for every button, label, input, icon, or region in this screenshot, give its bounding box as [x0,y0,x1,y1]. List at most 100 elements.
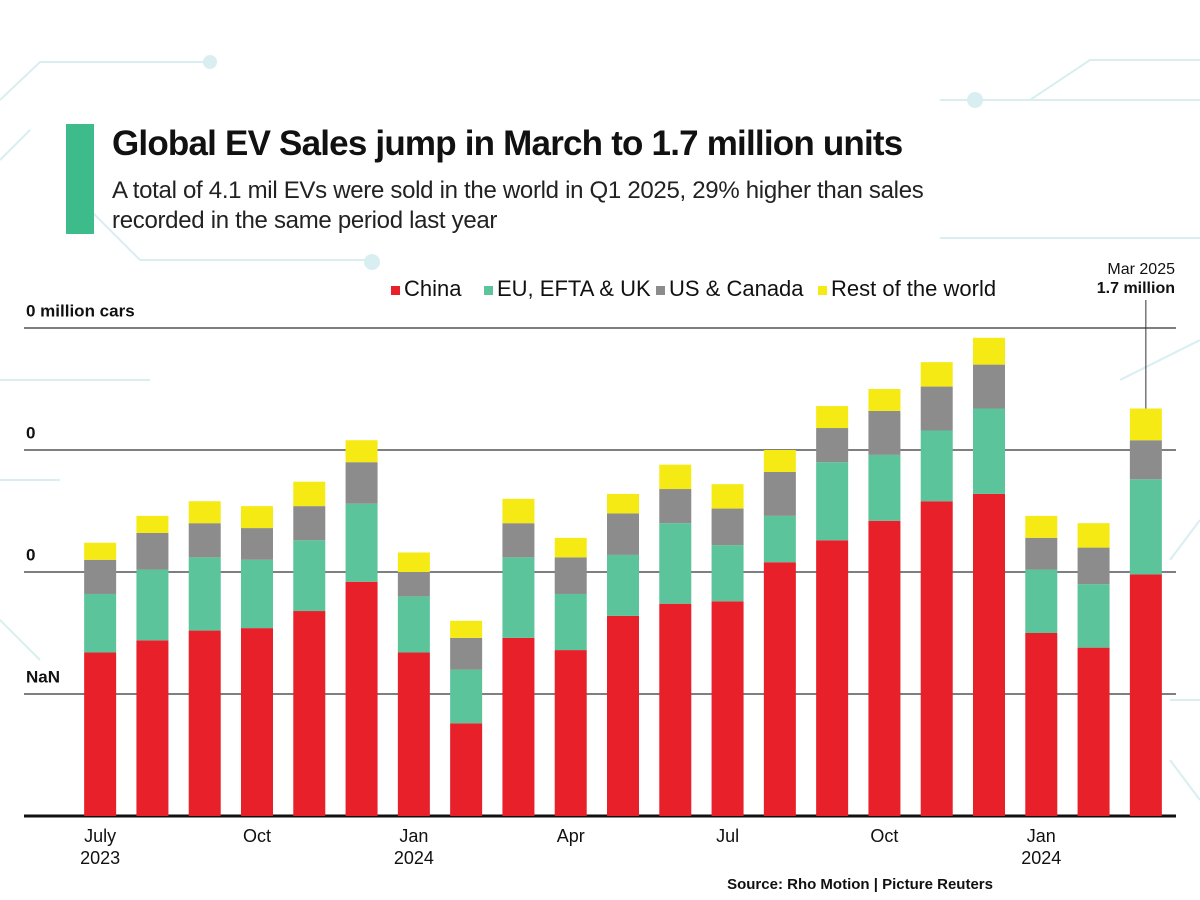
bar-segment [1025,515,1058,538]
bar-segment [241,559,273,629]
legend-label: EU, EFTA & UK [497,276,651,301]
bar-segment [293,611,326,816]
x-tick-year: 2024 [394,848,434,868]
bar-segment [868,389,901,411]
bar-segment [868,520,901,816]
bar-segment [345,581,378,816]
bar-segment [1025,633,1058,816]
bar-segment [1025,537,1058,570]
bar-segment [84,652,117,816]
bar-segment [1077,547,1110,585]
bar-segment [345,503,378,582]
legend-swatch [391,286,400,295]
bar-segment [1077,523,1110,548]
bar-segment [920,362,953,387]
bar-segment [607,513,639,555]
legend-swatch [818,286,827,295]
y-tick-label: 0 million cars [26,301,135,320]
x-tick-year: 2024 [1021,848,1061,868]
bar-segment [293,481,326,507]
bar-segment [345,440,378,463]
bar-segment [973,493,1005,816]
legend-swatch [656,286,665,295]
bar-segment [659,603,692,816]
x-tick-label: Jan [399,826,428,846]
bar-segment [763,450,796,472]
bar-segment [397,552,430,572]
bar-segment [973,364,1005,409]
bar-segment [920,501,953,816]
bar-segment [920,430,953,502]
bar-segment [397,572,430,597]
bar-segment [1129,408,1162,441]
bar-segment [84,542,117,560]
annotation-text: 1.7 million [1097,280,1175,297]
bar-segment [816,462,849,541]
bar-segment [711,484,744,509]
legend-swatch [484,286,493,295]
legend-label: China [404,276,462,301]
y-tick-label: 0 [26,545,35,564]
bar-segment [188,523,221,558]
bar-segment [554,650,587,816]
bar-segment [1129,440,1162,480]
bar-segment [136,515,169,533]
bar-segment [241,506,273,529]
bar-segment [973,337,1005,365]
bar-segment [241,528,273,560]
bar-segment [397,652,430,816]
bar-segment [816,428,849,463]
bar-segment [816,406,849,429]
bar-segment [868,454,901,521]
bar-segment [345,462,378,504]
bar-segment [502,557,535,638]
bar-segment [607,554,639,616]
annotation-label: Mar 2025 [1107,261,1175,278]
x-tick-label: Apr [557,826,585,846]
bar-segment [136,532,169,570]
bar-segment [293,540,326,612]
bar-segment [763,471,796,516]
bar-segment [136,569,169,641]
bar-segment [554,537,587,558]
x-tick-label: Oct [870,826,898,846]
x-tick-label: Jul [716,826,739,846]
chart-subtitle: A total of 4.1 mil EVs were sold in the … [112,177,924,234]
x-tick-label: Oct [243,826,271,846]
bar-segment [816,540,849,816]
bar-segment [607,615,639,816]
bar-segment [136,640,169,816]
x-tick-label: Jan [1027,826,1056,846]
bar-segment [450,620,483,638]
legend-label: US & Canada [669,276,804,301]
bar-segment [711,508,744,546]
bar-segment [293,506,326,541]
bar-segment [84,593,117,653]
x-tick-label: July [84,826,116,846]
bar-segment [1025,569,1058,633]
bar-segment [84,559,117,594]
bar-segment [763,515,796,563]
source: Source: Rho Motion | Picture Reuters [727,876,993,893]
y-tick-label: 0 [26,423,35,442]
bar-segment [920,386,953,431]
bar-segment [188,630,221,816]
bar-segment [1077,584,1110,648]
bar-segment [659,489,692,524]
bar-segment [711,601,744,816]
bar-segment [188,501,221,524]
bar-segment [241,628,273,816]
bar-segment [1129,479,1162,575]
bar-segment [711,545,744,602]
bar-segment [502,523,535,558]
bar-segment [1077,647,1110,816]
legend-label: Rest of the world [831,276,996,301]
bar-segment [973,408,1005,494]
bar-segment [450,723,483,816]
bar-segment [502,498,535,524]
bar-segment [554,557,587,594]
bar-segment [1129,574,1162,816]
